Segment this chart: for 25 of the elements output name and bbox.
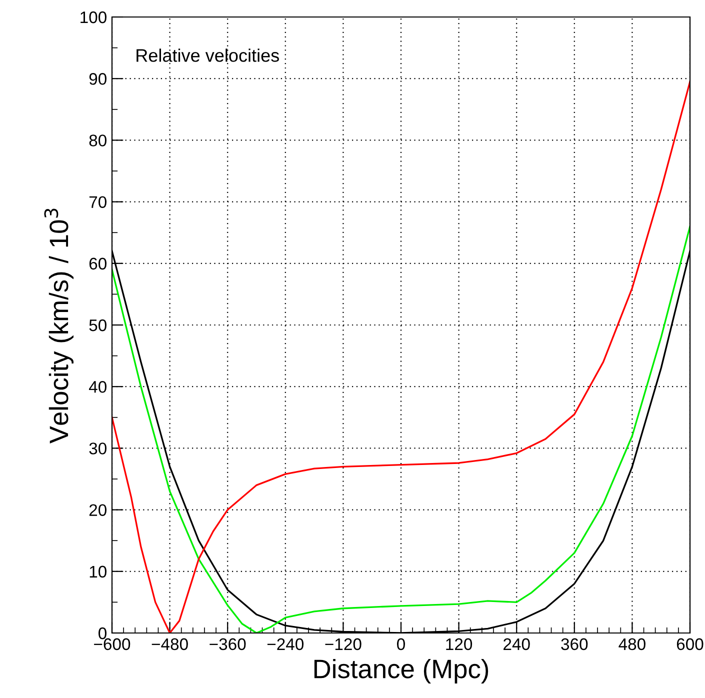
- y-tick-label: 60: [89, 258, 106, 270]
- y-tick-label: 20: [89, 504, 106, 516]
- annotation: Relative velocities: [136, 48, 279, 62]
- y-tick-label: 50: [89, 319, 106, 332]
- x-tick-label: 240: [504, 638, 530, 650]
- x-tick-label: 0: [397, 638, 405, 650]
- x-tick-label: 480: [618, 638, 646, 650]
- x-axis-title: Distance (Mpc): [314, 658, 488, 684]
- x-tick-label: −120: [325, 638, 362, 650]
- x-tick-label: 600: [676, 638, 704, 650]
- y-tick-label: 30: [89, 442, 106, 454]
- y-tick-label: 70: [89, 196, 106, 208]
- x-tick-label: 360: [561, 638, 588, 650]
- y-tick-label: 90: [89, 73, 106, 85]
- x-tick-label: −600: [94, 638, 130, 650]
- y-tick-label: 10: [90, 566, 106, 578]
- y-tick-label: 0: [98, 627, 106, 640]
- x-tick-label: −480: [152, 638, 188, 650]
- y-axis-title: Velocity (km/s) / 10$^{3}$: [44, 208, 74, 444]
- x-tick-label: −240: [267, 638, 304, 650]
- x-tick-label: 120: [446, 638, 472, 650]
- y-tick-label: 40: [88, 381, 106, 393]
- y-tick-label: 80: [89, 134, 106, 146]
- y-tick-label: 100: [80, 11, 106, 24]
- x-tick-label: −360: [210, 638, 246, 650]
